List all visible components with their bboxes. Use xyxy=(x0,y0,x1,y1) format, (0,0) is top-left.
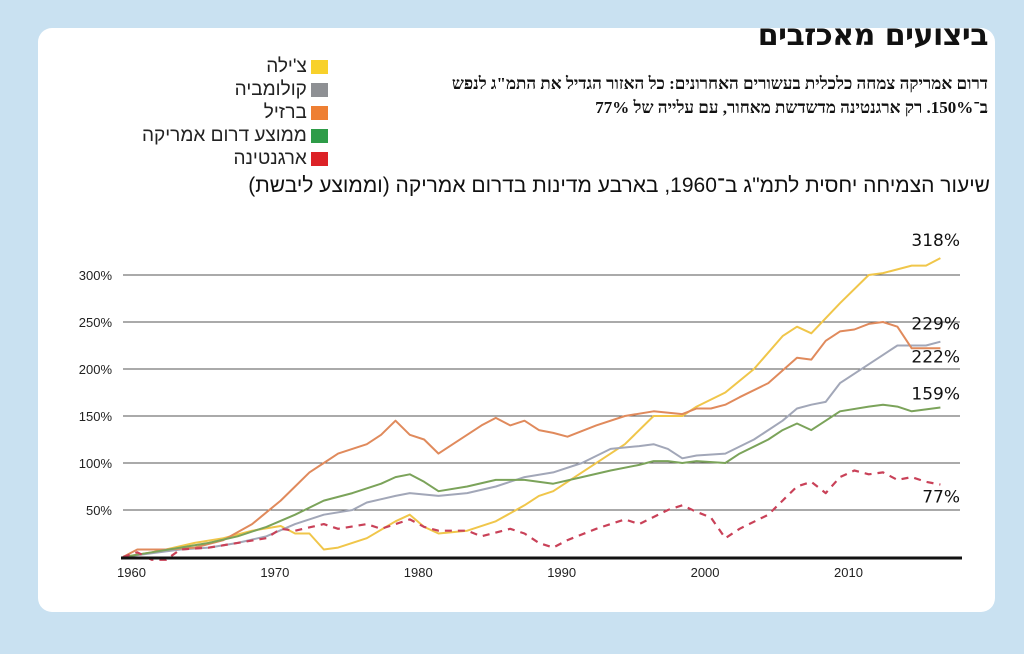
legend-label: ברזיל xyxy=(263,101,307,123)
y-tick-label: 100% xyxy=(79,456,113,471)
end-value-label: 77% xyxy=(922,488,960,508)
y-tick-label: 250% xyxy=(79,315,113,330)
legend-label: ארגנטינה xyxy=(233,147,307,169)
series-line xyxy=(122,403,941,558)
legend-item-argentina: ארגנטינה xyxy=(142,147,328,170)
legend-label: קולומביה xyxy=(234,78,307,100)
legend-swatch xyxy=(310,128,328,143)
x-axis-ticks: 1960 1970 1980 1990 2000 2010 xyxy=(117,565,863,580)
chart-title: שיעור הצמיחה יחסית לתמ"ג ב־1960, בארבע מ… xyxy=(248,174,990,197)
end-labels: 318% 229% 222% 159% 77% xyxy=(911,231,960,508)
y-tick-label: 200% xyxy=(79,362,113,377)
series-line xyxy=(122,257,941,558)
series-line xyxy=(122,469,941,561)
end-value-label: 222% xyxy=(911,347,960,367)
legend-item-south-america-avg: ממוצע דרום אמריקה xyxy=(142,124,328,147)
y-tick-label: 50% xyxy=(86,503,112,518)
legend-label: ממוצע דרום אמריקה xyxy=(142,124,307,146)
x-tick-label: 1990 xyxy=(547,565,576,580)
end-value-label: 159% xyxy=(911,385,960,405)
legend-swatch xyxy=(310,59,328,74)
x-tick-label: 1980 xyxy=(404,565,433,580)
x-tick-label: 1960 xyxy=(117,565,146,580)
gridlines xyxy=(123,274,960,511)
y-tick-label: 150% xyxy=(79,409,113,424)
legend-swatch xyxy=(310,105,328,120)
legend-label: צ'ילה xyxy=(266,55,307,77)
x-tick-label: 1970 xyxy=(260,565,289,580)
series-line xyxy=(122,340,941,558)
page-subtitle: דרום אמריקה צמחה כלכלית בעשורים האחרונים… xyxy=(451,74,988,117)
series-lines xyxy=(122,257,941,561)
x-tick-label: 2010 xyxy=(834,565,863,580)
legend-swatch xyxy=(310,151,328,166)
x-tick-label: 2000 xyxy=(691,565,720,580)
legend-swatch xyxy=(310,82,328,97)
y-tick-label: 300% xyxy=(79,268,113,283)
y-axis-ticks: 50% 100% 150% 200% 250% 300% xyxy=(79,268,113,518)
end-value-label: 318% xyxy=(911,231,960,251)
legend: צ'ילה קולומביה ברזיל ממוצע דרום אמריקה א… xyxy=(142,55,328,170)
legend-item-brazil: ברזיל xyxy=(142,101,328,124)
chart-card xyxy=(38,28,995,612)
legend-item-colombia: קולומביה xyxy=(142,78,328,101)
page-title: ביצועים מאכזבים xyxy=(757,18,989,53)
end-value-label: 229% xyxy=(911,315,960,335)
legend-item-chile: צ'ילה xyxy=(142,55,328,78)
series-line xyxy=(122,321,941,558)
